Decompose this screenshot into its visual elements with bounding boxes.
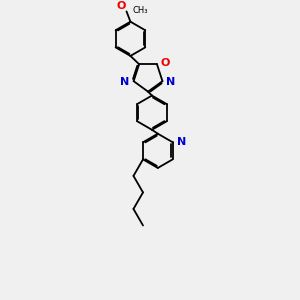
Text: CH₃: CH₃ [132, 6, 148, 15]
Text: O: O [116, 1, 125, 11]
Text: N: N [167, 77, 176, 87]
Text: O: O [161, 58, 170, 68]
Text: N: N [177, 137, 186, 147]
Text: N: N [121, 77, 130, 87]
